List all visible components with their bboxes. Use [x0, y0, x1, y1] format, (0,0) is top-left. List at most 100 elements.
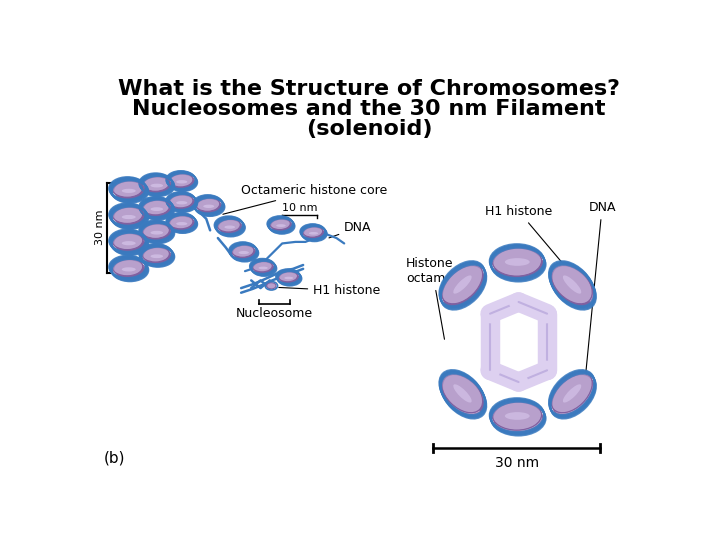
Ellipse shape: [141, 245, 169, 262]
Ellipse shape: [112, 257, 143, 276]
Text: Nucleosome: Nucleosome: [236, 307, 313, 320]
Ellipse shape: [494, 403, 544, 434]
Ellipse shape: [492, 245, 541, 276]
Ellipse shape: [150, 207, 163, 211]
Ellipse shape: [254, 263, 274, 275]
Ellipse shape: [176, 180, 187, 184]
Ellipse shape: [551, 372, 592, 413]
Text: DNA: DNA: [585, 201, 616, 379]
Ellipse shape: [171, 196, 195, 211]
Polygon shape: [492, 245, 544, 265]
Polygon shape: [141, 174, 172, 186]
Ellipse shape: [505, 258, 530, 266]
Ellipse shape: [443, 376, 485, 417]
Text: Nucleosomes and the 30 nm Filament: Nucleosomes and the 30 nm Filament: [132, 99, 606, 119]
Ellipse shape: [144, 249, 172, 266]
Ellipse shape: [176, 201, 187, 205]
Text: (solenoid): (solenoid): [306, 119, 432, 139]
Polygon shape: [441, 262, 481, 305]
Ellipse shape: [238, 251, 249, 254]
Polygon shape: [231, 244, 256, 253]
Ellipse shape: [233, 246, 256, 260]
Ellipse shape: [150, 184, 163, 187]
Ellipse shape: [144, 202, 172, 218]
Ellipse shape: [150, 231, 163, 234]
Text: 10 nm: 10 nm: [282, 204, 318, 213]
Polygon shape: [141, 222, 172, 234]
Ellipse shape: [551, 262, 592, 304]
Polygon shape: [168, 214, 195, 225]
Polygon shape: [554, 262, 594, 305]
Text: DNA: DNA: [329, 221, 372, 238]
Ellipse shape: [122, 215, 136, 219]
Ellipse shape: [114, 183, 145, 201]
Text: 30 nm: 30 nm: [95, 210, 104, 245]
Ellipse shape: [492, 399, 541, 430]
Ellipse shape: [441, 372, 482, 413]
Ellipse shape: [553, 267, 594, 308]
Ellipse shape: [252, 260, 272, 272]
Polygon shape: [141, 245, 172, 257]
Polygon shape: [278, 270, 300, 279]
Polygon shape: [112, 231, 145, 244]
Ellipse shape: [271, 220, 293, 233]
Ellipse shape: [219, 221, 243, 235]
Ellipse shape: [284, 276, 293, 279]
Ellipse shape: [112, 205, 143, 224]
Polygon shape: [141, 198, 172, 210]
Polygon shape: [269, 217, 293, 226]
Ellipse shape: [168, 193, 193, 208]
Ellipse shape: [203, 205, 215, 208]
Ellipse shape: [231, 244, 254, 257]
Ellipse shape: [171, 175, 195, 190]
Ellipse shape: [198, 200, 222, 215]
Polygon shape: [252, 260, 274, 269]
Ellipse shape: [505, 412, 530, 420]
Ellipse shape: [171, 217, 195, 232]
Ellipse shape: [280, 273, 300, 285]
Ellipse shape: [269, 217, 290, 230]
Ellipse shape: [276, 224, 286, 227]
Polygon shape: [302, 225, 325, 234]
Polygon shape: [492, 415, 544, 434]
Ellipse shape: [217, 218, 240, 232]
Text: Histone
octamer: Histone octamer: [406, 257, 459, 339]
Ellipse shape: [141, 174, 169, 191]
Ellipse shape: [454, 275, 472, 294]
Polygon shape: [112, 257, 145, 271]
Text: (b): (b): [104, 450, 125, 465]
Polygon shape: [168, 193, 195, 204]
Text: What is the Structure of Chromosomes?: What is the Structure of Chromosomes?: [118, 79, 620, 99]
Ellipse shape: [454, 384, 472, 402]
Ellipse shape: [141, 222, 169, 239]
Ellipse shape: [122, 267, 136, 272]
Ellipse shape: [225, 226, 235, 229]
Ellipse shape: [122, 241, 136, 245]
Ellipse shape: [141, 198, 169, 215]
Polygon shape: [217, 218, 243, 228]
Polygon shape: [554, 375, 594, 417]
Ellipse shape: [302, 225, 323, 237]
Ellipse shape: [144, 225, 172, 242]
Ellipse shape: [553, 376, 594, 417]
Ellipse shape: [176, 222, 187, 225]
Polygon shape: [112, 179, 145, 192]
Polygon shape: [441, 375, 481, 417]
Polygon shape: [112, 205, 145, 218]
Ellipse shape: [144, 178, 172, 195]
Text: H1 histone: H1 histone: [485, 205, 572, 274]
Ellipse shape: [278, 270, 297, 282]
Ellipse shape: [195, 197, 220, 211]
Ellipse shape: [266, 283, 276, 289]
Ellipse shape: [563, 384, 581, 402]
Ellipse shape: [309, 232, 318, 235]
Ellipse shape: [494, 249, 544, 280]
Ellipse shape: [258, 267, 268, 269]
Ellipse shape: [443, 267, 485, 308]
Text: Octameric histone core: Octameric histone core: [223, 184, 387, 214]
Ellipse shape: [114, 261, 145, 280]
Ellipse shape: [112, 179, 143, 197]
Text: H1 histone: H1 histone: [279, 284, 380, 297]
Ellipse shape: [112, 231, 143, 249]
Ellipse shape: [168, 214, 193, 229]
